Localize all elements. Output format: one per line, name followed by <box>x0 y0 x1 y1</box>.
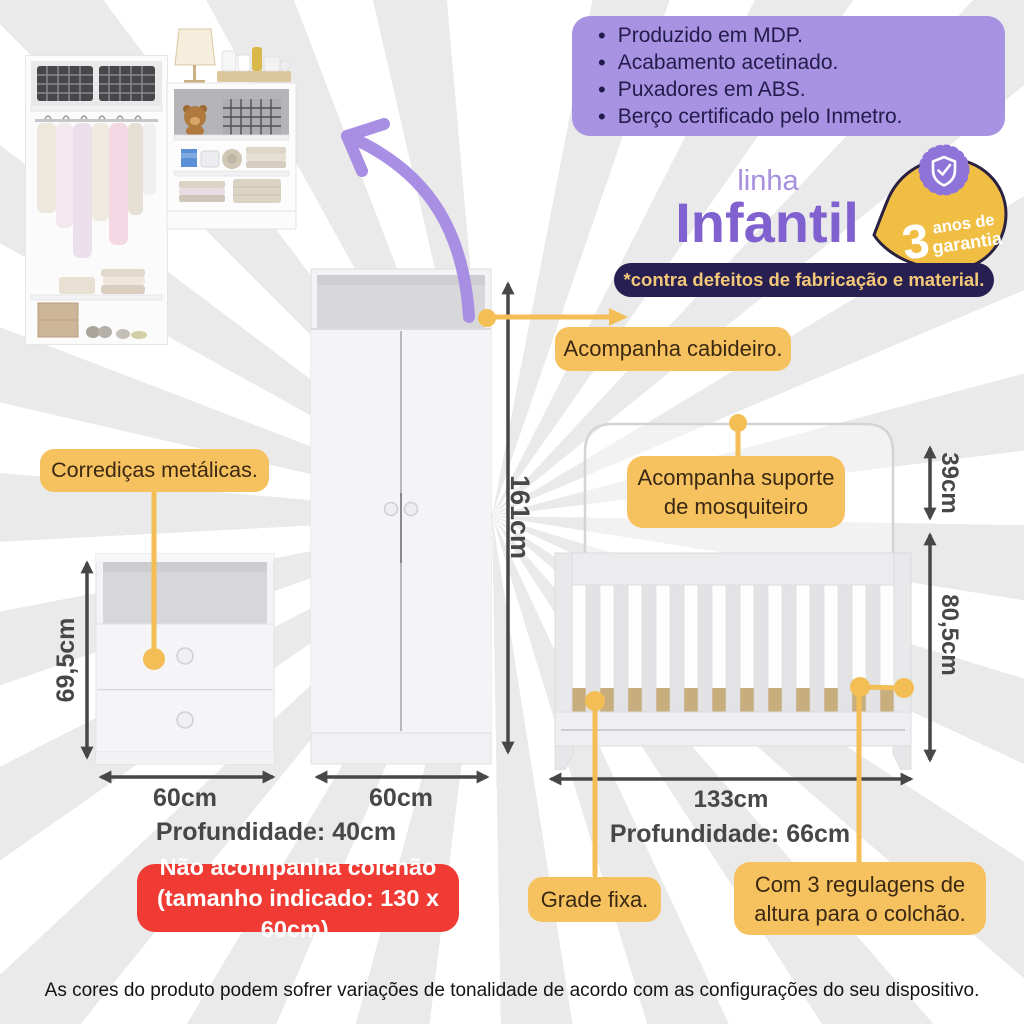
wardrobe-width-label: 60cm <box>369 784 433 812</box>
care-items-tray <box>217 47 291 82</box>
top-shelf <box>174 89 289 137</box>
guarantee-badge: 3 anos de garantia <box>872 144 1008 272</box>
bottom-shelf <box>179 179 281 203</box>
dresser-height-label: 69,5cm <box>51 617 80 703</box>
shield-check-icon <box>918 144 970 196</box>
callout-regulagens: Com 3 regulagens de altura para o colchã… <box>734 862 986 935</box>
callout-grade-fixa: Grade fixa. <box>528 877 661 922</box>
callout-mosquiteiro-line1: Acompanha suporte <box>637 465 835 490</box>
wardrobe-interior-photo <box>25 55 168 345</box>
color-disclaimer: As cores do produto podem sofrer variaçõ… <box>44 980 980 1001</box>
folded-clothes <box>30 269 163 301</box>
callout-mosquiteiro-line2: de mosquiteiro <box>663 494 809 519</box>
dresser-width-label: 60cm <box>153 784 217 812</box>
wire-baskets <box>30 61 163 112</box>
wardrobe-knob <box>403 501 419 517</box>
features-box: Produzido em MDP. Acabamento acetinado. … <box>572 16 1005 136</box>
callout-regulagens-line2: altura para o colchão. <box>754 900 966 926</box>
hanging-clothes <box>35 115 158 258</box>
callout-regulagens-line1: Com 3 regulagens de <box>754 871 966 897</box>
crib-diagram <box>554 422 912 770</box>
wardrobe-diagram <box>310 268 492 765</box>
crib-foot <box>554 745 574 770</box>
crib-depth-label: Profundidade: 66cm <box>609 820 851 848</box>
callout-cabideiro: Acompanha cabideiro. <box>555 327 791 371</box>
net-height-label: 39cm <box>936 452 963 514</box>
callout-grade-fixa-text: Grade fixa. <box>540 886 649 912</box>
wardrobe-height-label: 161cm <box>505 474 536 560</box>
mattress-warning: Não acompanha colchão (tamanho indicado:… <box>137 854 459 942</box>
crib-foot <box>892 745 912 770</box>
dresser-knob <box>176 647 194 665</box>
callout-cabideiro-text: Acompanha cabideiro. <box>563 336 783 361</box>
lamp <box>174 28 216 83</box>
wardrobe-knob <box>383 501 399 517</box>
shoes-and-boxes <box>37 302 147 339</box>
dresser-photo <box>166 28 297 230</box>
brand-linha-text: linha <box>737 165 799 197</box>
crib-height-label: 80,5cm <box>936 594 963 676</box>
callout-corredicas-text: Corrediças metálicas. <box>51 458 258 482</box>
middle-shelf <box>181 147 286 169</box>
mattress-warning-line2: (tamanho indicado: 130 x 60cm). <box>156 884 440 942</box>
dresser-diagram <box>95 553 275 765</box>
mattress-warning-line1: Não acompanha colchão <box>159 853 437 880</box>
callout-corredicas: Corrediças metálicas. <box>40 449 269 492</box>
feature-item: Acabamento acetinado. <box>598 50 995 76</box>
brand-infantil-text: Infantil <box>675 191 859 254</box>
left-depth-label: Profundidade: 40cm <box>155 818 397 846</box>
dresser-knob <box>176 711 194 729</box>
warranty-banner: *contra defeitos de fabricação e materia… <box>614 263 994 297</box>
feature-item: Produzido em MDP. <box>598 23 995 49</box>
callout-mosquiteiro: Acompanha suporte de mosquiteiro <box>627 456 845 528</box>
crib-width-label: 133cm <box>693 786 769 813</box>
feature-item: Berço certificado pelo Inmetro. <box>598 104 995 130</box>
feature-item: Puxadores em ABS. <box>598 77 995 103</box>
